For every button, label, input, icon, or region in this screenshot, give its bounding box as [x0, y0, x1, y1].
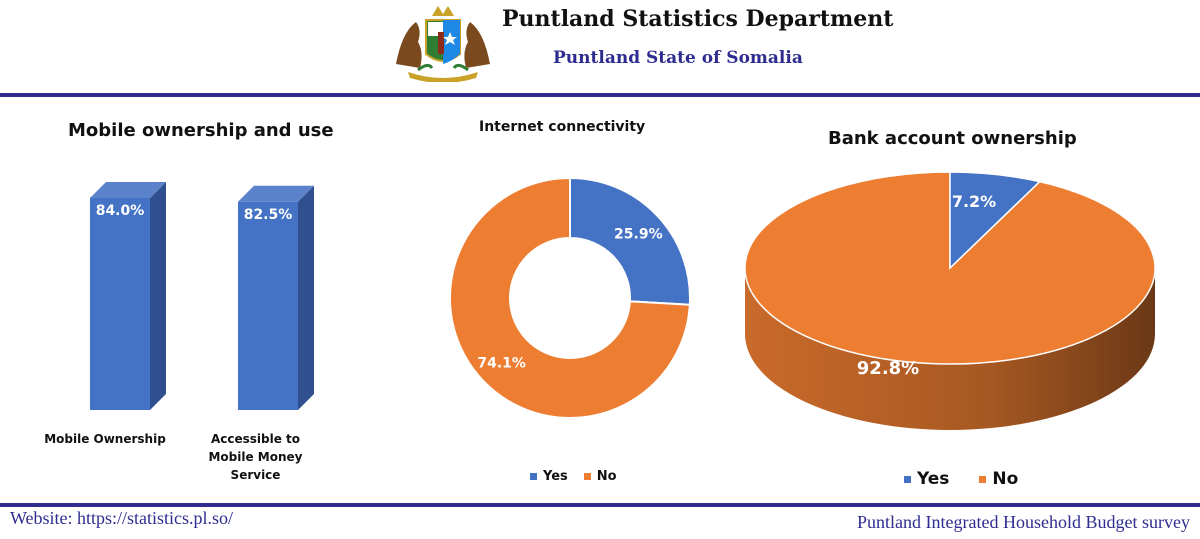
website-link[interactable]: Website: https://statistics.pl.so/ — [10, 508, 234, 528]
top-divider — [0, 93, 1200, 97]
legend-swatch-yes — [530, 473, 537, 480]
pie-side-wall — [745, 268, 1155, 430]
donut-slice — [449, 176, 691, 419]
header-subtitle: Puntland State of Somalia — [553, 48, 803, 68]
bar-top — [90, 182, 166, 198]
legend-label-no: No — [992, 469, 1019, 489]
bar — [238, 201, 298, 410]
mobile-bar-chart: 84.0% 82.5% — [90, 182, 314, 410]
pie-value-label: 92.8% — [857, 358, 919, 379]
bar-category-label: Accessible to Mobile Money Service — [208, 432, 303, 482]
coat-of-arms-emblem — [396, 6, 490, 82]
bar-category-label: Mobile Ownership — [44, 432, 166, 446]
bottom-divider — [0, 503, 1200, 507]
legend-label-yes: Yes — [917, 469, 950, 489]
bar-top — [238, 185, 314, 202]
chart-title-internet: Internet connectivity — [479, 119, 646, 135]
bar-side — [298, 185, 314, 410]
donut-slice — [569, 176, 691, 306]
legend-swatch-no — [583, 473, 591, 480]
pie-value-label: 7.2% — [952, 192, 996, 211]
legend-label-no: No — [596, 469, 617, 484]
chart-title-bank: Bank account ownership — [828, 128, 1077, 149]
bank-pie-chart: 7.2% 92.8% — [744, 171, 1156, 430]
survey-name: Puntland Integrated Household Budget sur… — [857, 512, 1190, 532]
pie-slice-yes — [949, 171, 1042, 270]
bar-value-label: 84.0% — [96, 203, 145, 219]
donut-value-label: 25.9% — [614, 226, 663, 242]
internet-donut-chart: 25.9% 74.1% — [449, 176, 691, 419]
bar-value-label: 82.5% — [244, 207, 293, 223]
legend-swatch-no — [979, 475, 987, 483]
bar — [90, 198, 150, 410]
donut-value-label: 74.1% — [477, 356, 526, 372]
header-title: Puntland Statistics Department — [502, 6, 894, 32]
legend-label-yes: Yes — [543, 469, 568, 484]
internet-legend: Yes No — [530, 469, 627, 484]
legend-swatch-yes — [904, 475, 911, 483]
bank-legend: Yes No — [904, 469, 1028, 489]
chart-title-mobile: Mobile ownership and use — [68, 120, 334, 141]
bar-side — [150, 182, 166, 410]
